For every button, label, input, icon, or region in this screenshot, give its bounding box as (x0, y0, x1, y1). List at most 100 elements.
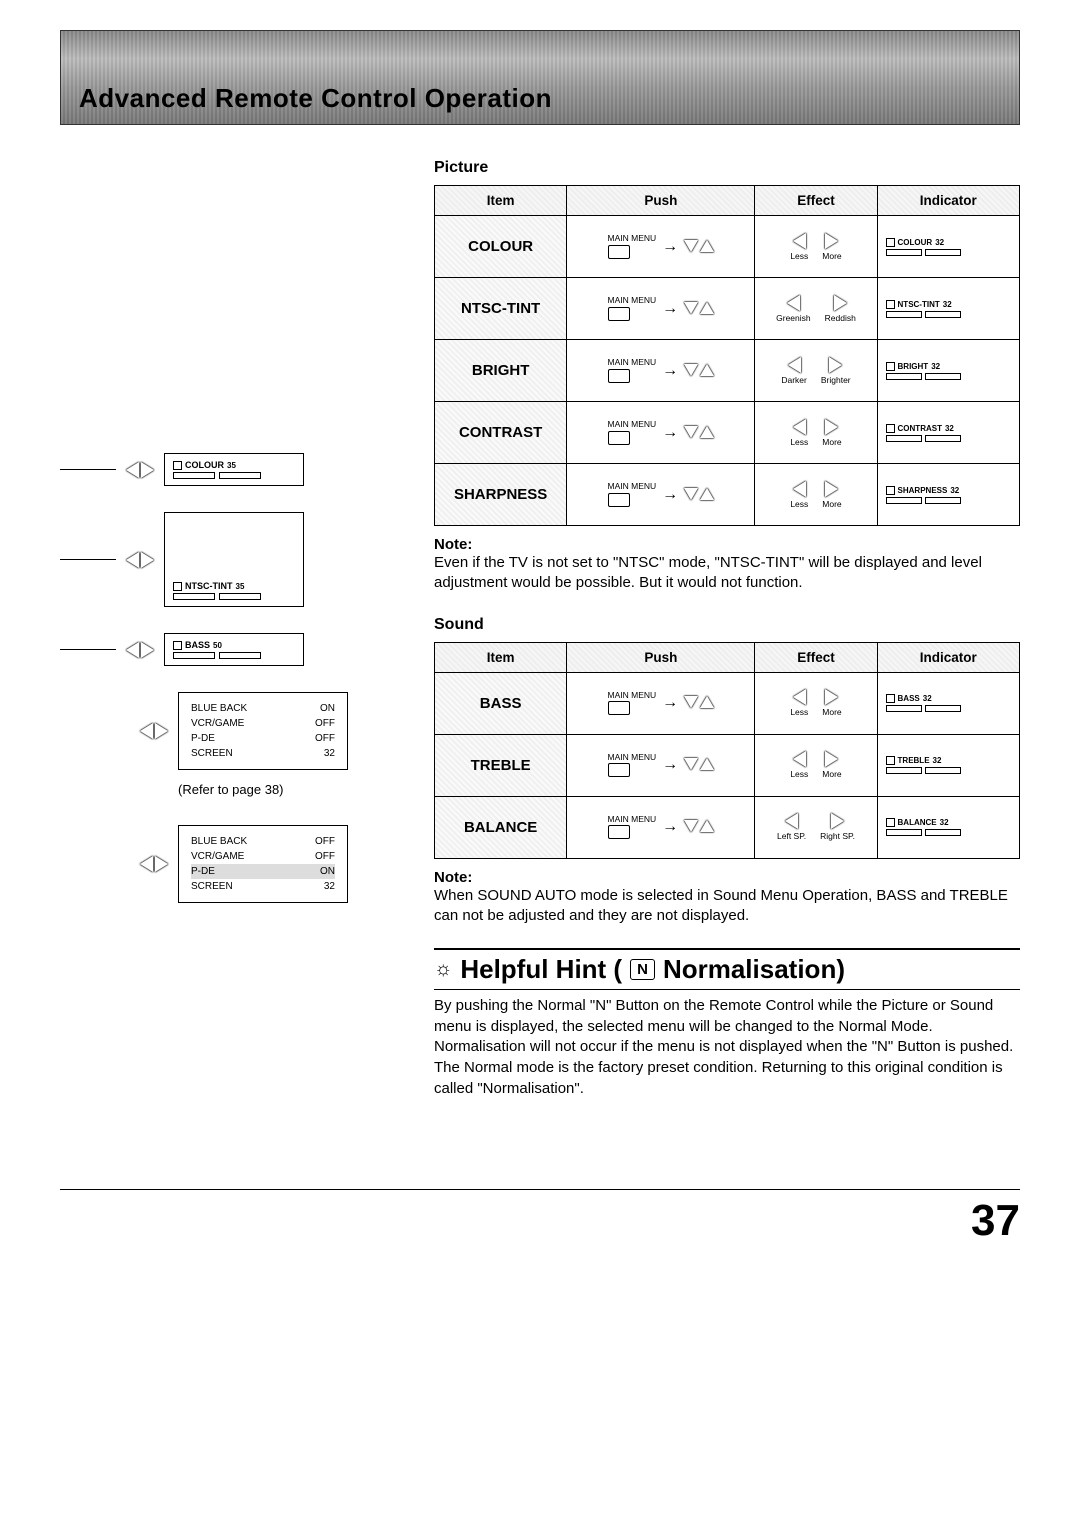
left-arrow-icon[interactable] (793, 481, 806, 497)
indicator-icon (886, 238, 895, 247)
bulb-icon: ☼ (434, 958, 452, 981)
down-up-buttons[interactable] (684, 302, 714, 316)
left-arrow-icon[interactable] (793, 689, 806, 705)
down-up-buttons[interactable] (684, 758, 714, 772)
indicator-value: 32 (923, 694, 932, 703)
left-arrow-icon (140, 723, 153, 739)
sound-note-body: When SOUND AUTO mode is selected in Soun… (434, 886, 1020, 927)
main-menu-button[interactable]: MAIN MENU (608, 358, 657, 383)
picture-heading: Picture (434, 159, 1020, 177)
indicator-value: 32 (931, 362, 940, 371)
indicator-cell: CONTRAST 32 (877, 402, 1019, 464)
push-cell: MAIN MENU→ (567, 216, 755, 278)
page-reference: (Refer to page 38) (178, 782, 284, 797)
main-menu-button[interactable]: MAIN MENU (608, 296, 657, 321)
indicator-name: BASS (898, 694, 920, 703)
down-up-buttons[interactable] (684, 820, 714, 834)
indicator-cell: NTSC-TINT 32 (877, 278, 1019, 340)
setting-key: P-DE (191, 731, 215, 746)
indicator-icon (173, 582, 182, 591)
effect-right-label: More (822, 707, 841, 717)
down-up-buttons[interactable] (684, 364, 714, 378)
left-arrow-icon[interactable] (793, 233, 806, 249)
left-colour-row: COLOUR 35 (60, 453, 410, 486)
push-cell: MAIN MENU→ (567, 464, 755, 526)
effect-cell: LessMore (755, 734, 877, 796)
indicator-icon (886, 818, 895, 827)
effect-left-label: Less (790, 769, 808, 779)
right-arrow-icon (141, 462, 154, 478)
down-up-buttons[interactable] (684, 240, 714, 254)
left-arrow-icon[interactable] (793, 751, 806, 767)
setting-val: ON (320, 864, 335, 879)
right-arrow-icon[interactable] (825, 419, 838, 435)
hint-line: Normalisation will not occur if the menu… (434, 1038, 1013, 1055)
table-row: COLOURMAIN MENU→LessMoreCOLOUR 32 (435, 216, 1020, 278)
right-arrow-icon[interactable] (825, 233, 838, 249)
left-settings1-row: BLUE BACKON VCR/GAMEOFF P-DEOFF SCREEN32 (60, 692, 410, 770)
hint-title-right: Normalisation) (663, 954, 845, 985)
nav-arrows[interactable] (140, 856, 168, 872)
sound-heading: Sound (434, 616, 1020, 634)
down-icon (684, 758, 698, 770)
setting-key: VCR/GAME (191, 716, 244, 731)
right-arrow-icon[interactable] (825, 481, 838, 497)
indicator-value: 32 (935, 238, 944, 247)
nav-arrows[interactable] (126, 462, 154, 478)
indicator-cell: COLOUR 32 (877, 216, 1019, 278)
setting-val: OFF (315, 716, 335, 731)
setting-val: OFF (315, 731, 335, 746)
arrow-right-icon: → (662, 818, 678, 836)
main-menu-button[interactable]: MAIN MENU (608, 815, 657, 840)
down-icon (684, 820, 698, 832)
effect-right-label: Right SP. (820, 831, 855, 841)
setting-key: VCR/GAME (191, 849, 244, 864)
down-up-buttons[interactable] (684, 488, 714, 502)
left-arrow-icon[interactable] (787, 295, 800, 311)
right-arrow-icon[interactable] (825, 751, 838, 767)
main-menu-button[interactable]: MAIN MENU (608, 691, 657, 716)
down-up-buttons[interactable] (684, 696, 714, 710)
nav-arrows[interactable] (126, 642, 154, 658)
right-arrow-icon[interactable] (829, 357, 842, 373)
picture-note-title: Note: (434, 536, 1020, 553)
main-menu-button[interactable]: MAIN MENU (608, 420, 657, 445)
nav-arrows[interactable] (140, 723, 168, 739)
setting-key: P-DE (191, 864, 215, 879)
effect-cell: Left SP.Right SP. (755, 796, 877, 858)
arrow-right-icon: → (662, 424, 678, 442)
left-ntsc-row: NTSC-TINT 35 (60, 512, 410, 607)
n-badge-icon: N (630, 959, 655, 980)
right-arrow-icon[interactable] (831, 813, 844, 829)
hint-body: By pushing the Normal "N" Button on the … (434, 996, 1020, 1099)
indicator-value: 32 (933, 756, 942, 765)
right-arrow-icon (141, 552, 154, 568)
arrow-right-icon: → (662, 756, 678, 774)
main-menu-button[interactable]: MAIN MENU (608, 234, 657, 259)
left-arrow-icon (126, 642, 139, 658)
effect-cell: DarkerBrighter (755, 340, 877, 402)
main-menu-button[interactable]: MAIN MENU (608, 753, 657, 778)
main-menu-button[interactable]: MAIN MENU (608, 482, 657, 507)
nav-arrows[interactable] (126, 552, 154, 568)
osd-value: 50 (213, 641, 222, 650)
effect-left-label: Greenish (776, 313, 811, 323)
indicator-icon (886, 362, 895, 371)
down-icon (684, 426, 698, 438)
left-arrow-icon[interactable] (793, 419, 806, 435)
indicator-icon (886, 486, 895, 495)
col-push: Push (567, 186, 755, 216)
left-arrow-icon[interactable] (785, 813, 798, 829)
hint-title: ☼ Helpful Hint ( N Normalisation) (434, 954, 1020, 985)
left-arrow-icon[interactable] (788, 357, 801, 373)
item-cell: BASS (435, 672, 567, 734)
right-arrow-icon[interactable] (834, 295, 847, 311)
effect-left-label: Less (790, 707, 808, 717)
table-row: NTSC-TINTMAIN MENU→GreenishReddishNTSC-T… (435, 278, 1020, 340)
up-icon (700, 426, 714, 438)
right-arrow-icon (155, 856, 168, 872)
col-item: Item (435, 186, 567, 216)
effect-cell: GreenishReddish (755, 278, 877, 340)
down-up-buttons[interactable] (684, 426, 714, 440)
right-arrow-icon[interactable] (825, 689, 838, 705)
